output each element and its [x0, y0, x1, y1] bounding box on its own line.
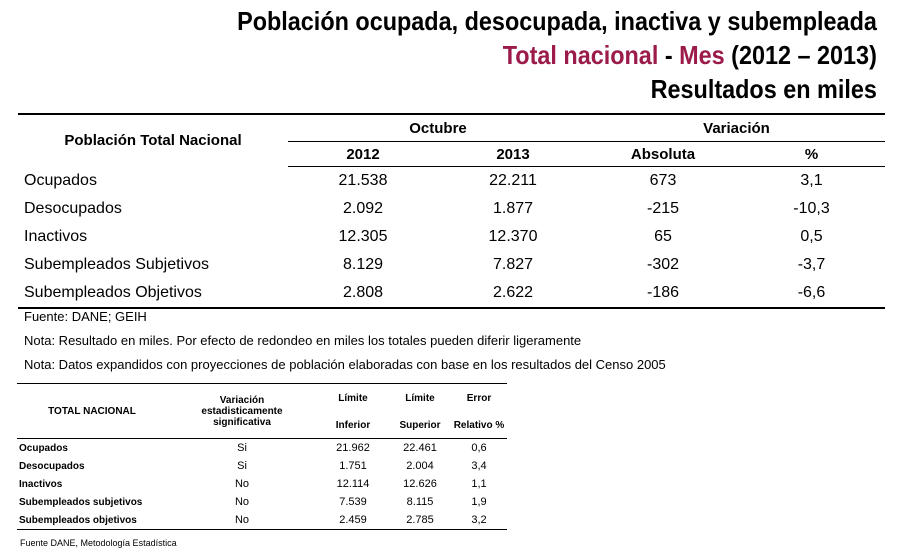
- cell-limite-superior: 22.461: [403, 442, 437, 454]
- table-row: Subempleados objetivos No 2.459 2.785 3,…: [17, 511, 507, 530]
- cell-limite-inferior: 2.459: [317, 511, 389, 530]
- row-label: Subempleados subjetivos: [19, 496, 143, 508]
- precision-table: TOTAL NACIONAL Variación estadisticament…: [17, 383, 507, 530]
- table-row: Ocupados 21.538 22.211 673 3,1: [18, 167, 885, 196]
- cell-absoluta: 65: [654, 228, 672, 245]
- title-separator: -: [658, 40, 680, 70]
- small-header-var-line1: Variación: [219, 394, 265, 406]
- main-header-label: Población Total Nacional: [64, 132, 242, 150]
- table-row: Subempleados Subjetivos 8.129 7.827 -302…: [18, 251, 885, 279]
- cell-significativa: No: [234, 496, 250, 508]
- cell-limite-superior: 12.626: [403, 478, 437, 490]
- note-projections: Nota: Datos expandidos con proyecciones …: [24, 357, 666, 372]
- row-label: Desocupados: [24, 200, 122, 217]
- main-header-variacion: Variación: [588, 115, 885, 142]
- row-label: Subempleados Objetivos: [18, 279, 288, 309]
- cell-absoluta: -186: [588, 279, 738, 309]
- cell-2012: 21.538: [338, 172, 388, 189]
- table-row: Ocupados Si 21.962 22.461 0,6: [17, 439, 507, 458]
- small-header-var-line3: significativa: [213, 416, 271, 428]
- row-label: Ocupados: [24, 171, 97, 189]
- cell-2013: 12.370: [488, 228, 538, 245]
- small-header-label: TOTAL NACIONAL: [17, 383, 167, 439]
- main-header-absoluta: Absoluta: [588, 141, 738, 167]
- table-row: Desocupados 2.092 1.877 -215 -10,3: [18, 195, 885, 223]
- row-label: Ocupados: [19, 442, 68, 454]
- cell-absoluta: -215: [646, 200, 680, 217]
- small-header-var-line2: estadisticamente: [201, 405, 283, 417]
- row-label: Subempleados Subjetivos: [24, 256, 210, 273]
- main-header-octubre: Octubre: [288, 115, 588, 142]
- main-header-2013: 2013: [438, 141, 588, 167]
- cell-error-relativo: 1,9: [471, 496, 487, 508]
- cell-2012: 2.808: [288, 279, 438, 309]
- cell-error-relativo: 1,1: [471, 478, 487, 490]
- cell-absoluta: -302: [646, 256, 680, 273]
- cell-absoluta: 673: [649, 172, 677, 189]
- title-years: (2012 – 2013): [724, 40, 877, 70]
- table-row: Subempleados subjetivos No 7.539 8.115 1…: [17, 493, 507, 511]
- small-header-li-line1: Límite: [317, 383, 389, 412]
- small-header-err-line2: Relativo %: [451, 412, 507, 439]
- small-header-variacion: Variación estadisticamente significativa: [167, 383, 317, 439]
- cell-pct: -3,7: [797, 256, 826, 273]
- cell-2013: 22.211: [489, 172, 537, 189]
- table-row: Inactivos No 12.114 12.626 1,1: [17, 475, 507, 493]
- cell-limite-superior: 8.115: [406, 496, 434, 508]
- small-header-ls-line2: Superior: [389, 412, 451, 439]
- cell-pct: 0,5: [800, 228, 823, 245]
- cell-2013: 1.877: [492, 200, 534, 217]
- cell-2012: 8.129: [342, 256, 384, 273]
- row-label: Inactivos: [19, 478, 63, 490]
- cell-significativa: Si: [237, 442, 247, 454]
- cell-2013: 7.827: [492, 256, 534, 273]
- title-accent-total: Total nacional: [502, 40, 659, 70]
- table-row: Desocupados Si 1.751 2.004 3,4: [17, 457, 507, 475]
- cell-limite-superior: 2.004: [406, 460, 434, 472]
- title-block: Población ocupada, desocupada, inactiva …: [166, 4, 877, 106]
- small-table-source: Fuente DANE, Metodología Estadística: [20, 538, 177, 548]
- cell-error-relativo: 3,2: [451, 511, 507, 530]
- cell-limite-superior: 2.785: [389, 511, 451, 530]
- cell-significativa: No: [167, 511, 317, 530]
- small-header-err-line1: Error: [451, 383, 507, 412]
- table-row: Inactivos 12.305 12.370 65 0,5: [18, 223, 885, 251]
- cell-significativa: No: [234, 478, 250, 490]
- note-rounding: Nota: Resultado en miles. Por efecto de …: [24, 333, 582, 348]
- row-label: Subempleados objetivos: [17, 511, 167, 530]
- row-label: Desocupados: [19, 460, 85, 472]
- cell-limite-inferior: 12.114: [336, 478, 370, 490]
- cell-error-relativo: 0,6: [471, 442, 487, 454]
- title-accent-mes: Mes: [679, 40, 725, 70]
- main-header-pct: %: [738, 141, 885, 167]
- row-label: Inactivos: [24, 228, 88, 245]
- small-header-li-line2: Inferior: [317, 412, 389, 439]
- title-line-3: Resultados en miles: [650, 74, 877, 104]
- title-line-2: Total nacional - Mes (2012 – 2013): [237, 38, 877, 72]
- cell-pct: 3,1: [800, 172, 823, 189]
- cell-error-relativo: 3,4: [471, 460, 487, 472]
- main-header-2012: 2012: [288, 141, 438, 167]
- cell-limite-inferior: 7.539: [339, 496, 367, 508]
- cell-2012: 12.305: [338, 228, 388, 245]
- cell-pct: -10,3: [793, 200, 830, 217]
- cell-limite-inferior: 1.751: [339, 460, 367, 472]
- source-note: Fuente: DANE; GEIH: [24, 309, 147, 324]
- table-row: Subempleados Objetivos 2.808 2.622 -186 …: [18, 279, 885, 309]
- cell-2012: 2.092: [342, 200, 384, 217]
- title-line-1: Población ocupada, desocupada, inactiva …: [237, 6, 877, 36]
- cell-2013: 2.622: [438, 279, 588, 309]
- main-table: Población Total Nacional Octubre Variaci…: [18, 113, 885, 309]
- cell-significativa: Si: [237, 460, 247, 472]
- small-header-ls-line1: Límite: [389, 383, 451, 412]
- cell-limite-inferior: 21.962: [336, 442, 370, 454]
- cell-pct: -6,6: [738, 279, 885, 309]
